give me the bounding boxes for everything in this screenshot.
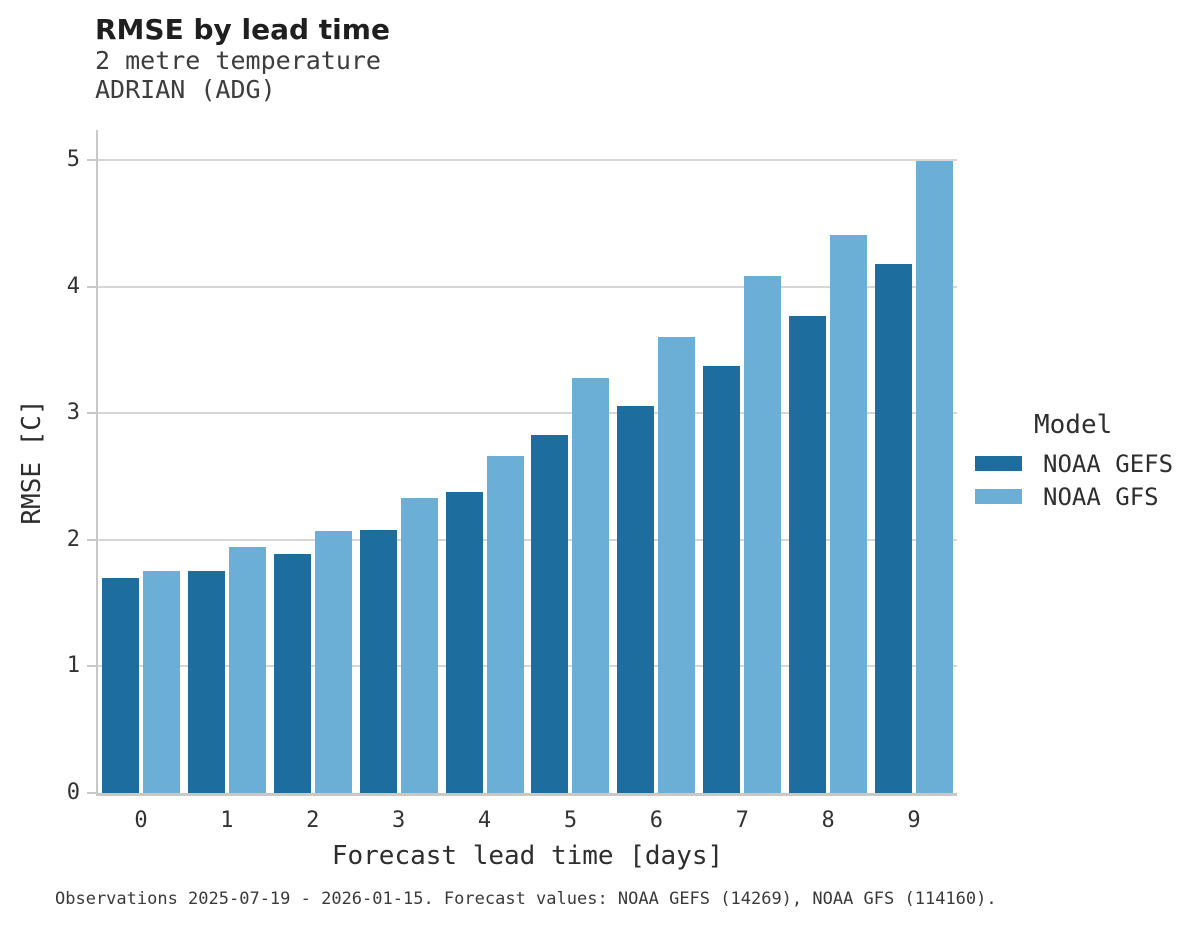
y-axis-title: RMSE [C] [17, 399, 47, 525]
legend-item-noaa-gefs: NOAA GEFS [975, 449, 1190, 478]
x-axis-title: Forecast lead time [days] [331, 841, 724, 871]
y-tick-label-5: 5 [66, 147, 80, 172]
x-tick-label-0: 0 [134, 808, 148, 833]
y-tick-mark-2 [87, 538, 96, 541]
y-tick-mark-1 [87, 665, 96, 668]
bar-noaa-gefs-lead-0 [101, 577, 139, 793]
x-tick-label-8: 8 [821, 808, 835, 833]
x-tick-label-2: 2 [306, 808, 320, 833]
bar-noaa-gefs-lead-6 [617, 405, 655, 793]
bar-noaa-gfs-lead-3 [400, 498, 438, 793]
bar-noaa-gfs-lead-6 [658, 337, 696, 793]
y-tick-mark-0 [87, 792, 96, 794]
bar-noaa-gfs-lead-9 [916, 161, 954, 793]
bar-noaa-gfs-lead-1 [228, 547, 266, 793]
chart-header: RMSE by lead time 2 metre temperature AD… [95, 13, 390, 105]
gridline-y-5 [98, 159, 957, 161]
bar-noaa-gefs-lead-4 [445, 491, 483, 793]
bar-noaa-gfs-lead-5 [572, 377, 610, 793]
bar-noaa-gfs-lead-7 [744, 276, 782, 793]
legend-swatch-noaa-gfs-icon [975, 489, 1022, 504]
x-tick-label-7: 7 [735, 808, 749, 833]
y-tick-label-3: 3 [66, 400, 80, 426]
gridline-y-2 [98, 538, 957, 541]
legend: Model NOAA GEFS NOAA GFS [975, 410, 1190, 518]
bar-noaa-gefs-lead-5 [531, 434, 569, 793]
plot-area: 0 1 2 3 4 5 0 1 2 3 4 5 6 7 8 9 Forecast lead time [days… [67, 130, 957, 871]
chart-title: RMSE by lead time [95, 13, 390, 46]
gridline-y-1 [98, 665, 957, 668]
chart-subtitle-station: ADRIAN (ADG) [95, 75, 276, 104]
chart-subtitle-variable: 2 metre temperature [95, 46, 381, 75]
legend-title: Model [1034, 410, 1113, 440]
legend-label-noaa-gefs: NOAA GEFS [1043, 449, 1174, 478]
bar-noaa-gefs-lead-9 [875, 263, 913, 793]
x-tick-label-3: 3 [392, 808, 406, 833]
x-tick-label-9: 9 [907, 808, 921, 833]
bar-noaa-gefs-lead-3 [359, 529, 397, 793]
bar-noaa-gfs-lead-8 [830, 234, 868, 793]
bar-noaa-gefs-lead-1 [187, 571, 225, 793]
y-tick-label-2: 2 [66, 526, 80, 552]
bar-noaa-gefs-lead-8 [789, 315, 827, 793]
bar-noaa-gfs-lead-4 [486, 456, 524, 793]
gridline-y-3 [98, 412, 957, 415]
legend-swatch-noaa-gefs-icon [975, 456, 1022, 471]
x-tick-label-4: 4 [477, 808, 492, 833]
y-tick-label-1: 1 [66, 653, 80, 679]
y-tick-mark-3 [87, 412, 96, 415]
gridline-y-4 [98, 285, 957, 288]
bar-noaa-gfs-lead-0 [142, 571, 180, 793]
x-tick-label-5: 5 [563, 808, 578, 833]
bar-noaa-gefs-lead-2 [273, 553, 311, 793]
x-tick-label-6: 6 [649, 808, 663, 833]
bar-noaa-gefs-lead-7 [703, 366, 741, 793]
x-tick-label-1: 1 [220, 808, 234, 833]
caption-observations: Observations 2025-07-19 - 2026-01-15. Fo… [55, 889, 997, 909]
y-tick-label-0: 0 [66, 780, 80, 805]
bar-noaa-gfs-lead-2 [314, 530, 352, 793]
legend-item-noaa-gfs: NOAA GFS [975, 482, 1190, 511]
y-tick-label-4: 4 [66, 273, 80, 299]
legend-label-noaa-gfs: NOAA GFS [1043, 482, 1159, 511]
y-tick-mark-4 [87, 285, 96, 288]
y-tick-mark-5 [87, 159, 96, 161]
